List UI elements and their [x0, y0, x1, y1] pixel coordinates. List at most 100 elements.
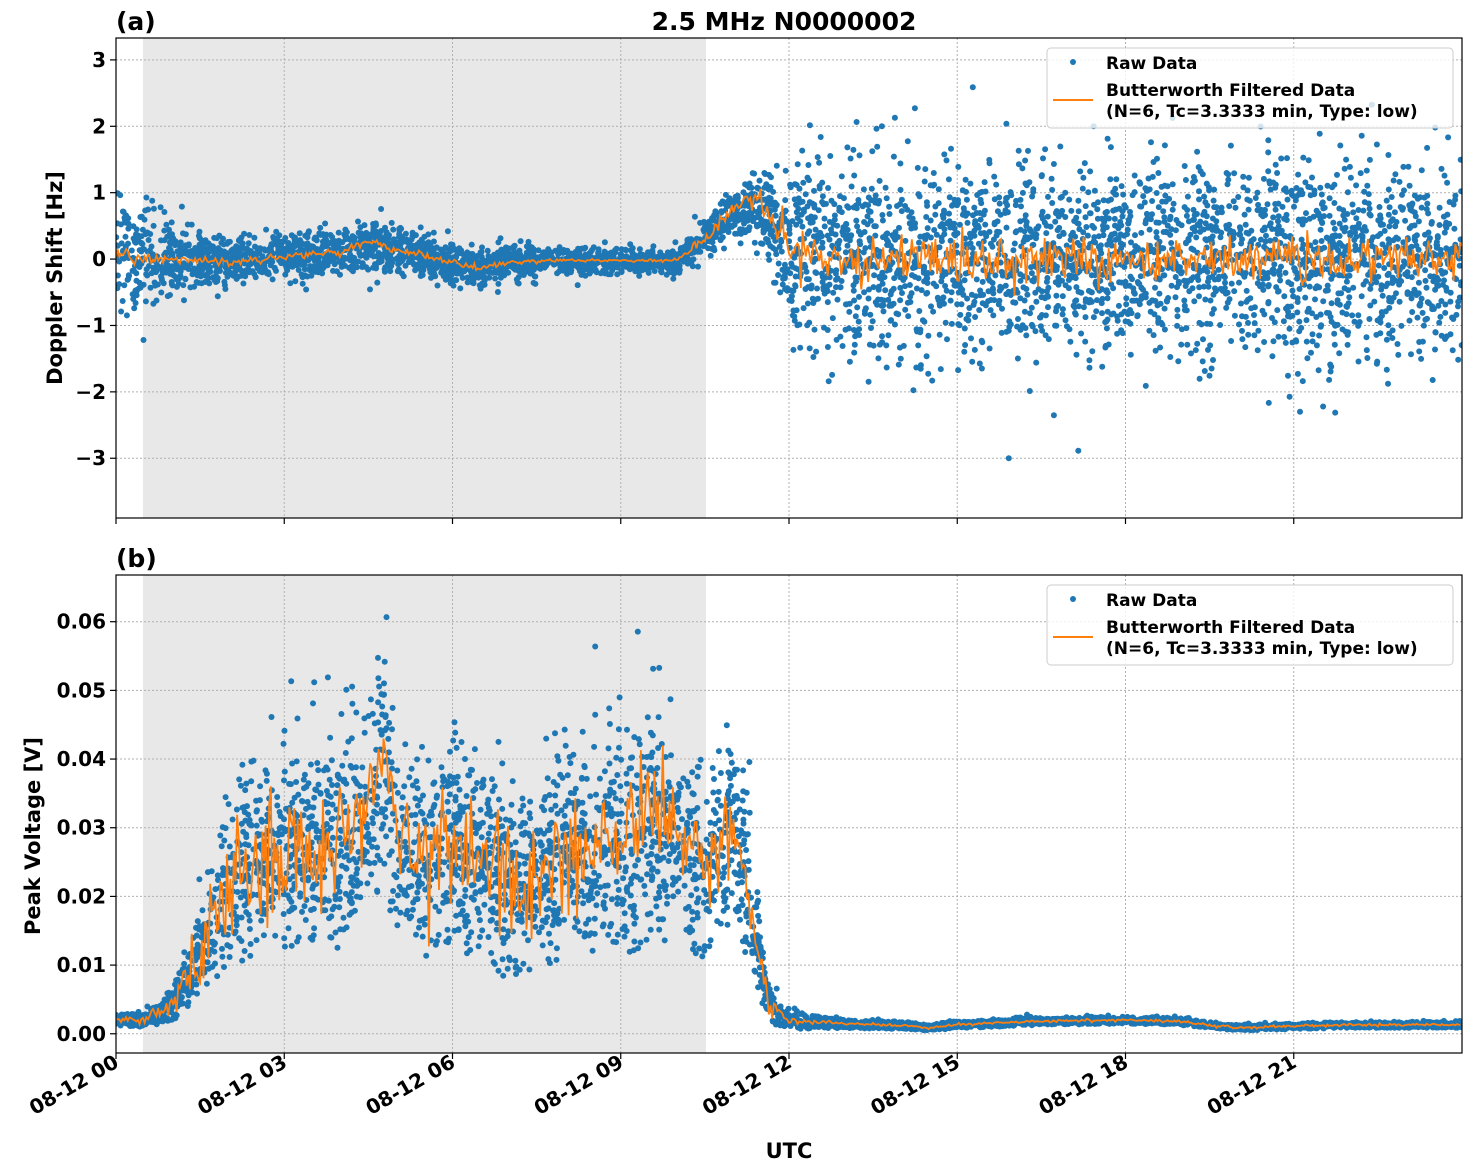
raw-data-point [708, 253, 714, 259]
raw-data-point [1183, 325, 1189, 331]
raw-data-point [182, 245, 188, 251]
raw-data-point [1444, 288, 1450, 294]
raw-data-point [131, 305, 137, 311]
raw-data-point [768, 174, 774, 180]
raw-data-point [557, 244, 563, 250]
raw-data-point [396, 253, 402, 259]
raw-data-point [920, 317, 926, 323]
raw-data-point [141, 337, 147, 343]
raw-data-point [1386, 187, 1392, 193]
raw-data-point [1358, 170, 1364, 176]
raw-data-point [479, 244, 485, 250]
raw-data-point [147, 231, 153, 237]
y-tick-label: 3 [92, 48, 106, 72]
raw-data-point [932, 212, 938, 218]
raw-data-point [1367, 303, 1373, 309]
raw-data-point [980, 292, 986, 298]
raw-data-point [1349, 312, 1355, 318]
raw-data-point [852, 342, 858, 348]
raw-data-point [568, 269, 574, 275]
raw-data-point [805, 301, 811, 307]
raw-data-point [886, 242, 892, 248]
raw-data-point [536, 247, 542, 253]
raw-data-point [1388, 299, 1394, 305]
raw-data-point [1184, 278, 1190, 284]
raw-data-point [425, 231, 431, 237]
raw-data-point [1092, 188, 1098, 194]
raw-data-point [885, 332, 891, 338]
raw-data-point [292, 234, 298, 240]
raw-data-point [1455, 357, 1461, 363]
raw-data-point [1056, 282, 1062, 288]
raw-data-point [1114, 331, 1120, 337]
raw-data-point [856, 319, 862, 325]
raw-data-point [1319, 220, 1325, 226]
raw-data-point [1213, 224, 1219, 230]
raw-data-point [818, 134, 824, 140]
raw-data-point [866, 379, 872, 385]
raw-data-point [807, 122, 813, 128]
raw-data-point [1322, 205, 1328, 211]
raw-data-point [183, 276, 189, 282]
raw-data-point [938, 366, 944, 372]
raw-data-point [1116, 303, 1122, 309]
raw-data-point [1045, 285, 1051, 291]
raw-data-point [1281, 334, 1287, 340]
raw-data-point [1269, 353, 1275, 359]
raw-data-point [1266, 299, 1272, 305]
raw-data-point [512, 243, 518, 249]
raw-data-point [825, 327, 831, 333]
raw-data-point [179, 204, 185, 210]
raw-data-point [1182, 163, 1188, 169]
raw-data-point [1390, 327, 1396, 333]
raw-data-point [1129, 276, 1135, 282]
raw-data-point [1123, 295, 1129, 301]
raw-data-point [978, 230, 984, 236]
raw-data-point [833, 284, 839, 290]
raw-data-point [637, 246, 643, 252]
raw-data-point [1185, 194, 1191, 200]
raw-data-point [1434, 245, 1440, 251]
raw-data-point [1380, 222, 1386, 228]
raw-data-point [114, 220, 120, 226]
raw-data-point [287, 280, 293, 286]
raw-data-point [931, 281, 937, 287]
raw-data-point [1246, 175, 1252, 181]
raw-data-point [898, 187, 904, 193]
raw-data-point [1146, 176, 1152, 182]
raw-data-point [161, 280, 167, 286]
raw-data-point [776, 261, 782, 267]
raw-data-point [905, 313, 911, 319]
raw-data-point [805, 231, 811, 237]
raw-data-point [987, 346, 993, 352]
raw-data-point [737, 212, 743, 218]
raw-data-point [1382, 228, 1388, 234]
raw-data-point [1244, 288, 1250, 294]
raw-data-point [879, 333, 885, 339]
raw-data-point [213, 274, 219, 280]
raw-data-point [1228, 143, 1234, 149]
raw-data-point [1030, 324, 1036, 330]
raw-data-point [1191, 298, 1197, 304]
raw-data-point [278, 260, 284, 266]
raw-data-point [943, 271, 949, 277]
raw-data-point [899, 290, 905, 296]
raw-data-point [1407, 318, 1413, 324]
raw-data-point [1244, 230, 1250, 236]
raw-data-point [1378, 287, 1384, 293]
raw-data-point [1269, 315, 1275, 321]
raw-data-point [646, 251, 652, 257]
raw-data-point [1285, 197, 1291, 203]
raw-data-point [971, 299, 977, 305]
raw-data-point [1426, 230, 1432, 236]
raw-data-point [948, 238, 954, 244]
raw-data-point [158, 204, 164, 210]
raw-data-point [1458, 157, 1464, 163]
raw-data-point [517, 248, 523, 254]
raw-data-point [989, 244, 995, 250]
raw-data-point [1385, 152, 1391, 158]
raw-data-point [845, 243, 851, 249]
raw-data-point [825, 299, 831, 305]
raw-data-point [1223, 305, 1229, 311]
raw-data-point [1265, 201, 1271, 207]
